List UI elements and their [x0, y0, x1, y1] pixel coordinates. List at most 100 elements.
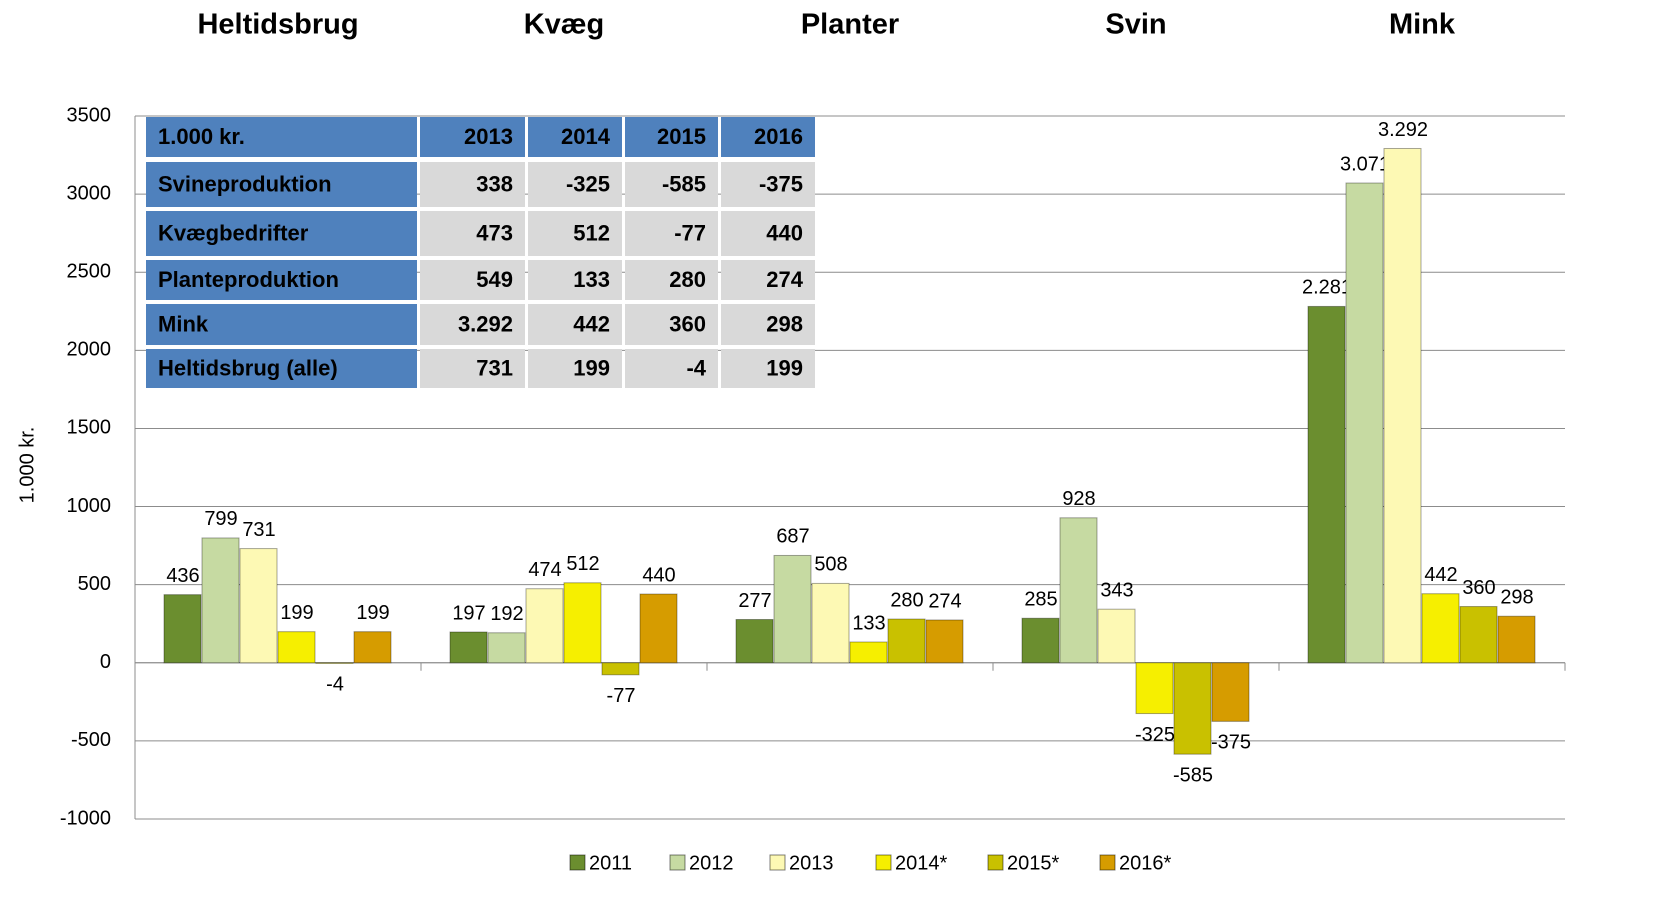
legend-swatch [875, 854, 892, 871]
table-text: 2014 [561, 124, 611, 149]
data-label: 274 [928, 590, 961, 612]
table-text: -375 [759, 171, 803, 196]
table-cell [528, 211, 622, 256]
table-cell [528, 162, 622, 207]
table-cell [420, 117, 525, 157]
data-label: -375 [1211, 732, 1251, 754]
table-cell [625, 211, 718, 256]
y-tick-label: 500 [78, 573, 111, 595]
data-label: 343 [1100, 579, 1133, 601]
data-label: -325 [1135, 724, 1175, 746]
table-cell [721, 260, 815, 300]
data-label: -585 [1173, 764, 1213, 786]
table-cell [420, 304, 525, 345]
table-cell [721, 304, 815, 345]
table-text: 549 [476, 267, 513, 292]
table-cell [528, 349, 622, 388]
y-tick-label: 0 [100, 651, 111, 673]
legend-label: 2013 [789, 852, 834, 874]
table-text: Heltidsbrug (alle) [158, 355, 338, 380]
data-label: 280 [890, 589, 923, 611]
y-axis-label: 1.000 kr. [16, 427, 38, 504]
table-cell [528, 117, 622, 157]
y-tick-label: 2000 [67, 339, 112, 361]
bar [925, 619, 964, 664]
table-text: 2013 [464, 124, 513, 149]
table-text: 298 [766, 311, 803, 336]
table-text: 442 [573, 311, 610, 336]
table-cell [420, 211, 525, 256]
y-tick-label: 1000 [67, 495, 112, 517]
table-cell [721, 349, 815, 388]
bar [735, 619, 774, 664]
table-text: -325 [566, 171, 610, 196]
bar [773, 554, 812, 664]
legend-swatch [1099, 854, 1116, 871]
table-cell [420, 162, 525, 207]
table-cell [146, 117, 417, 157]
table-text: -4 [686, 355, 706, 380]
bar [1173, 662, 1212, 755]
legend-label: 2016* [1119, 852, 1171, 874]
data-label: -77 [607, 685, 636, 707]
table-text: 731 [476, 355, 513, 380]
table-text: 280 [669, 267, 706, 292]
category-title: Kvæg [524, 9, 605, 41]
bar [449, 631, 488, 664]
table-text: Svineproduktion [158, 171, 332, 196]
bar [1059, 517, 1098, 664]
bar [563, 582, 602, 664]
table-cell [721, 211, 815, 256]
table-text: 2016 [754, 124, 803, 149]
table-cell [146, 211, 417, 256]
table-text: 274 [766, 267, 803, 292]
table-cell [146, 349, 417, 388]
table-text: 338 [476, 171, 513, 196]
legend-label: 2012 [689, 852, 734, 874]
table-cell [625, 117, 718, 157]
legend-label: 2011 [589, 852, 632, 874]
y-tick-label: -500 [71, 729, 111, 751]
bar [601, 662, 640, 676]
category-title: Planter [801, 9, 899, 41]
data-label: 440 [642, 564, 675, 586]
legend-swatch [669, 854, 686, 871]
table-cell [625, 260, 718, 300]
y-tick-label: 1500 [67, 417, 112, 439]
data-label: 199 [356, 602, 389, 624]
legend-label: 2015* [1007, 852, 1059, 874]
table-text: 3.292 [458, 311, 513, 336]
bar [525, 588, 564, 664]
category-title: Svin [1105, 9, 1166, 41]
bar [1135, 662, 1174, 715]
data-label: 2.281 [1302, 277, 1352, 299]
table-text: 440 [766, 220, 803, 245]
bar [1345, 182, 1384, 664]
table-text: Mink [158, 311, 209, 336]
table-cell [721, 162, 815, 207]
data-label: 285 [1024, 589, 1057, 611]
table-text: 2015 [657, 124, 706, 149]
y-tick-label: 3500 [67, 104, 112, 126]
table-cell [625, 304, 718, 345]
table-text: 133 [573, 267, 610, 292]
table-text: 360 [669, 311, 706, 336]
table-cell [146, 162, 417, 207]
table-cell [528, 260, 622, 300]
legend-swatch [769, 854, 786, 871]
bar [1421, 593, 1460, 664]
data-label: 436 [166, 565, 199, 587]
table-text: 512 [573, 220, 610, 245]
table-text: Kvægbedrifter [158, 220, 309, 245]
table-cell [625, 349, 718, 388]
y-tick-label: -1000 [60, 807, 111, 829]
table-cell [528, 304, 622, 345]
bar [1021, 617, 1060, 664]
data-label: 442 [1424, 564, 1457, 586]
legend-label: 2014* [895, 852, 947, 874]
bar [1459, 606, 1498, 664]
bar [811, 582, 850, 664]
table-text: 199 [573, 355, 610, 380]
data-label: 512 [566, 553, 599, 575]
table-cell [420, 260, 525, 300]
